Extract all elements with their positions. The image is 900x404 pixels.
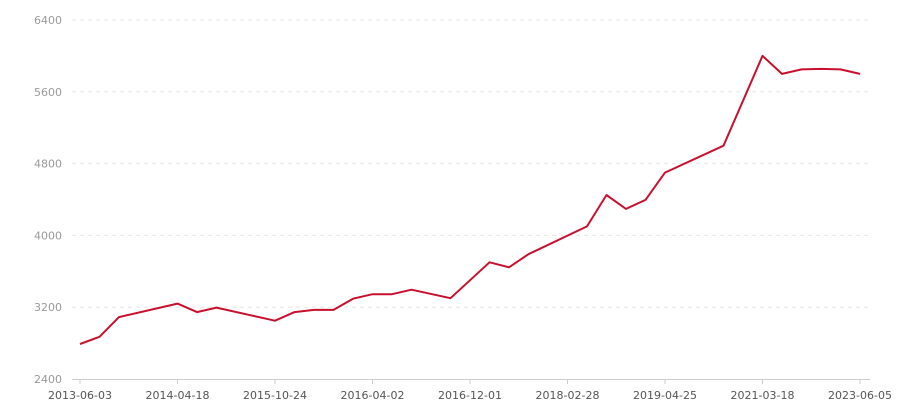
x-tick-label: 2023-06-05: [828, 389, 892, 400]
y-tick-label: 5600: [34, 86, 62, 99]
series-line: [79, 54, 861, 345]
y-tick-label: 4000: [34, 229, 62, 242]
x-tick-label: 2013-06-03: [48, 389, 112, 400]
x-tick-label: 2015-10-24: [243, 389, 307, 400]
y-tick-label: 3200: [34, 301, 62, 314]
x-tick-label: 2014-04-18: [146, 389, 210, 400]
x-tick-label: 2021-03-18: [731, 389, 795, 400]
x-tick-label: 2018-02-28: [536, 389, 600, 400]
y-tick-label: 6400: [34, 14, 62, 27]
y-tick-label: 4800: [34, 158, 62, 171]
y-tick-label: 2400: [34, 373, 62, 386]
x-tick-label: 2019-04-25: [633, 389, 697, 400]
x-tick-label: 2016-04-02: [341, 389, 405, 400]
x-tick-label: 2016-12-01: [438, 389, 502, 400]
